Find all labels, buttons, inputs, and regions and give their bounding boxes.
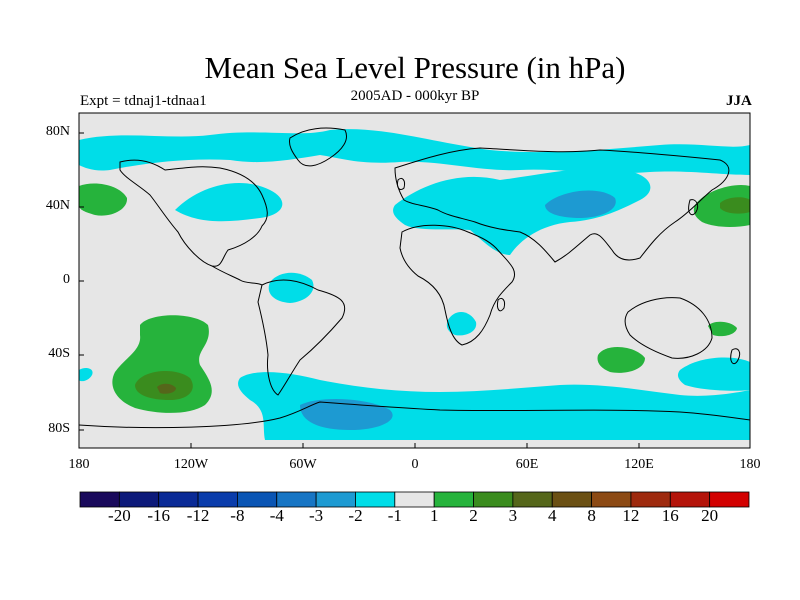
colorbar-label-1: -16: [147, 506, 171, 525]
lat-label-0: 0: [63, 272, 70, 287]
colorbar-label-13: 12: [622, 506, 640, 525]
lat-label-40s: 40S: [48, 346, 70, 361]
japan-coast: [688, 199, 699, 216]
colorbar-label-12: 8: [587, 506, 596, 525]
colorbar-label-10: 3: [508, 506, 518, 525]
australia-coast: [624, 297, 713, 359]
colorbar-box-11: [512, 491, 553, 508]
colorbar-box-8: [394, 491, 435, 508]
weddell-low-core: [300, 398, 393, 430]
colorbar-box-14: [630, 491, 671, 508]
colorbar-box-10: [473, 491, 514, 508]
colorbar-box-7: [355, 491, 396, 508]
colorbar-box-1: [118, 491, 160, 508]
lon-label-120w: 120W: [173, 457, 209, 472]
colorbar: [79, 491, 750, 508]
north-atlantic-low-region: [175, 182, 283, 222]
arctic-low-region: [79, 129, 750, 175]
eurasia-coast: [394, 147, 730, 263]
south-america-coast: [257, 279, 346, 396]
lat-ticks: [79, 132, 84, 431]
africa-coast: [399, 224, 516, 346]
madagascar-coast: [497, 297, 505, 312]
colorbar-box-0: [79, 491, 120, 508]
season-label: JJA: [726, 93, 752, 109]
north-america-coast: [119, 159, 268, 267]
colorbar-box-4: [237, 491, 278, 508]
colorbar-label-14: 16: [661, 506, 679, 525]
colorbar-label-7: -1: [387, 506, 402, 525]
lon-ticks: [78, 443, 751, 448]
pressure-anomaly-field: [79, 127, 750, 440]
lon-label-180e: 180: [739, 457, 761, 472]
colorbar-box-3: [197, 491, 238, 508]
colorbar-box-6: [315, 491, 356, 508]
colorbar-label-0: -20: [108, 506, 131, 525]
southern-africa-low-region: [446, 311, 477, 336]
colorbar-label-6: -2: [348, 506, 363, 525]
colorbar-label-11: 4: [547, 506, 557, 525]
lon-label-60e: 60E: [515, 457, 539, 472]
colorbar-label-8: 1: [429, 506, 439, 525]
central-asia-low-core: [545, 190, 616, 218]
colorbar-label-3: -8: [230, 506, 245, 525]
antarctica-coast: [79, 401, 750, 429]
lat-label-80s: 80S: [48, 421, 70, 436]
colorbar-label-5: -3: [309, 506, 324, 525]
lon-label-0: 0: [411, 457, 419, 472]
colorbar-box-2: [158, 491, 199, 508]
colorbar-box-16: [709, 491, 750, 508]
colorbar-label-4: -4: [269, 506, 284, 525]
new-zealand-coast: [730, 348, 741, 365]
colorbar-box-13: [591, 491, 632, 508]
north-pacific-east-high: [79, 183, 128, 216]
colorbar-box-5: [276, 491, 317, 508]
eurasian-low-region: [393, 168, 651, 255]
lon-label-180w: 180: [68, 457, 90, 472]
colorbar-box-15: [669, 491, 711, 508]
greenland-coast: [289, 127, 347, 167]
north-pacific-west-core: [720, 197, 750, 214]
british-isles-coast: [397, 177, 405, 191]
colorbar-box-9: [433, 491, 474, 508]
central-america-coast: [211, 265, 263, 286]
coastlines: [79, 127, 750, 429]
colorbar-label-2: -12: [186, 506, 210, 525]
plot-title: Mean Sea Level Pressure (in hPa): [204, 50, 626, 85]
colorbar-box-12: [551, 491, 592, 508]
lon-label-120e: 120E: [624, 457, 654, 472]
plot-subtitle: 2005AD - 000kyr BP: [350, 88, 480, 104]
south-pacific-inner-core: [157, 383, 176, 394]
indian-ocean-high: [597, 347, 645, 373]
experiment-label: Expt = tdnaj1-tdnaa1: [80, 93, 207, 109]
lon-label-60w: 60W: [289, 457, 317, 472]
tasman-high: [708, 321, 737, 337]
south-pacific-east-low: [677, 357, 750, 391]
lat-label-40n: 40N: [45, 198, 70, 213]
colorbar-label-15: 20: [701, 506, 719, 525]
colorbar-label-9: 2: [469, 506, 478, 525]
lat-label-80n: 80N: [45, 124, 70, 139]
south-pacific-west-low: [79, 367, 93, 382]
